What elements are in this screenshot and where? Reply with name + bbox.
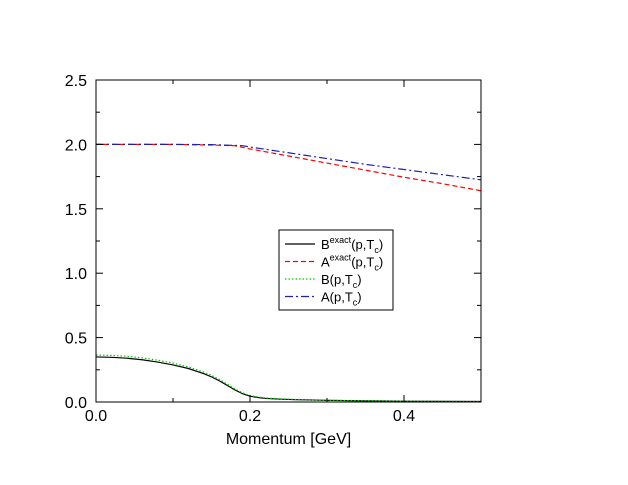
y-tick-label: 0.0	[65, 395, 87, 412]
x-tick-label: 0.2	[239, 408, 261, 425]
legend-label-a_exact: Aexact(p,Tc)	[321, 253, 383, 273]
x-axis-title: Momentum [GeV]	[226, 431, 351, 448]
x-tick-label: 0.0	[85, 408, 107, 425]
legend-label-b_exact: Bexact(p,Tc)	[321, 235, 383, 255]
x-tick-label: 0.4	[393, 408, 415, 425]
curves	[95, 143, 482, 403]
x-axis: 0.0 0.2 0.4	[85, 80, 415, 425]
y-tick-label: 1.5	[65, 202, 87, 219]
legend-label-a_approx: A(p,Tc)	[321, 290, 362, 308]
legend-label-b_approx: B(p,Tc)	[321, 272, 362, 290]
y-tick-label: 2.0	[65, 137, 87, 154]
y-tick-label: 1.0	[65, 266, 87, 283]
legend: Bexact(p,Tc)Aexact(p,Tc)B(p,Tc)A(p,Tc)	[278, 229, 394, 311]
series-line-b_approx	[95, 354, 482, 403]
y-tick-label: 0.5	[65, 331, 87, 348]
series-line-a_approx	[96, 143, 482, 181]
y-axis: 0.0 0.5 1.0 1.5 2.0 2.5	[65, 73, 481, 412]
y-tick-label: 2.5	[65, 73, 87, 90]
series-line-b_exact	[95, 356, 482, 403]
